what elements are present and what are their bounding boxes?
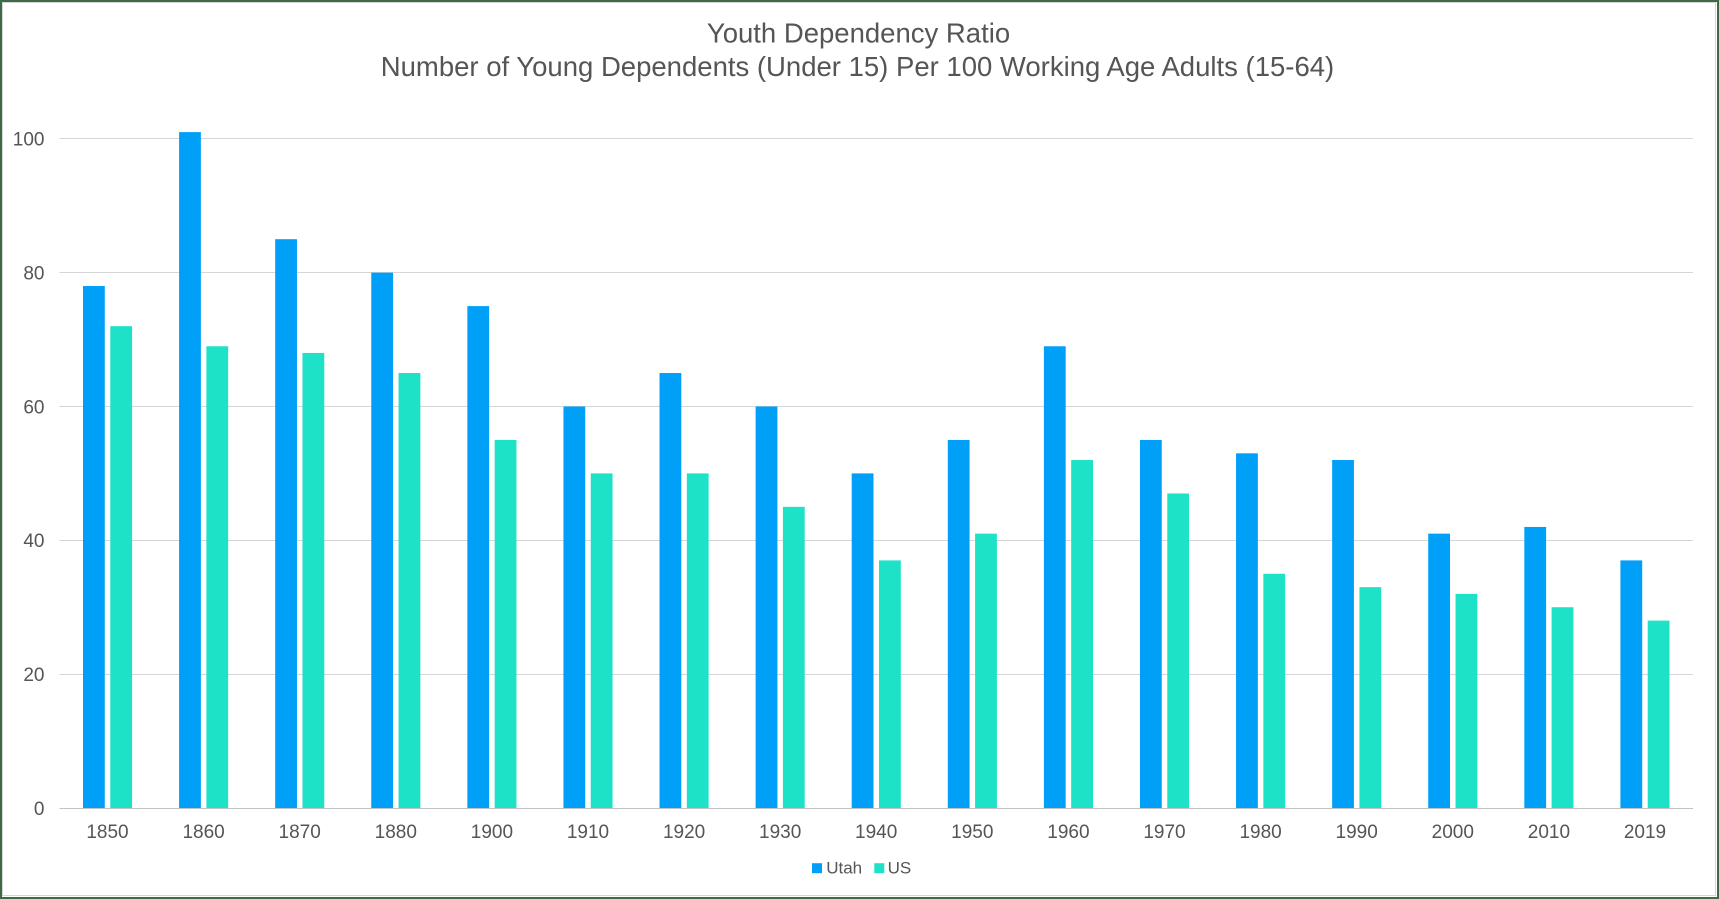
svg-text:60: 60: [23, 397, 44, 418]
svg-text:1980: 1980: [1239, 822, 1281, 843]
svg-text:2010: 2010: [1528, 822, 1570, 843]
svg-text:1880: 1880: [375, 822, 417, 843]
svg-text:1910: 1910: [567, 822, 609, 843]
svg-text:1930: 1930: [759, 822, 801, 843]
svg-text:1870: 1870: [279, 822, 321, 843]
svg-text:2019: 2019: [1624, 822, 1666, 843]
svg-text:Number of Young Dependents (Un: Number of Young Dependents (Under 15) Pe…: [381, 51, 1334, 82]
svg-text:1860: 1860: [182, 822, 224, 843]
svg-text:20: 20: [23, 665, 44, 686]
svg-text:100: 100: [13, 130, 45, 151]
svg-text:1920: 1920: [663, 822, 705, 843]
svg-text:40: 40: [23, 531, 44, 552]
svg-text:1950: 1950: [951, 822, 993, 843]
svg-text:1990: 1990: [1336, 822, 1378, 843]
svg-text:1940: 1940: [855, 822, 897, 843]
svg-text:1900: 1900: [471, 822, 513, 843]
svg-text:1970: 1970: [1143, 822, 1185, 843]
svg-text:2000: 2000: [1432, 822, 1474, 843]
svg-text:Youth Dependency Ratio: Youth Dependency Ratio: [707, 18, 1010, 49]
svg-text:1960: 1960: [1047, 822, 1089, 843]
svg-text:1850: 1850: [86, 822, 128, 843]
svg-text:US: US: [888, 859, 912, 878]
svg-text:0: 0: [34, 799, 45, 820]
svg-text:80: 80: [23, 263, 44, 284]
svg-text:Utah: Utah: [826, 859, 862, 878]
